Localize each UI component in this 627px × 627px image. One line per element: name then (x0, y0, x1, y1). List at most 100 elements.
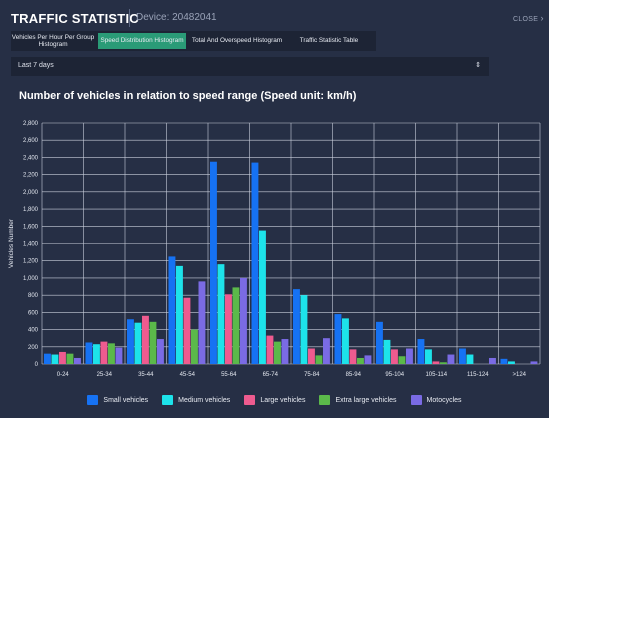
x-tick-label: >124 (512, 372, 526, 378)
bar[interactable] (59, 351, 66, 364)
close-button[interactable]: CLOSE › (513, 13, 544, 23)
legend-item[interactable]: Medium vehicles (162, 393, 230, 407)
bar[interactable] (417, 339, 425, 364)
bar[interactable] (51, 354, 59, 364)
tab-bar: Vehicles Per Hour Per Group Histogram Sp… (11, 31, 376, 51)
bar[interactable] (383, 339, 391, 364)
bar[interactable] (74, 357, 81, 364)
bar[interactable] (398, 356, 406, 364)
bar[interactable] (157, 339, 164, 364)
range-select-value: Last 7 days (18, 62, 54, 69)
y-tick-label: 1,800 (23, 207, 39, 213)
bar[interactable] (376, 321, 383, 364)
bar[interactable] (240, 277, 247, 364)
bar[interactable] (134, 322, 142, 364)
bar[interactable] (251, 162, 259, 364)
y-tick-label: 1,000 (23, 276, 39, 282)
device-label: Device: 20482041 (136, 12, 217, 23)
y-tick-label: 1,200 (23, 259, 39, 265)
bar[interactable] (334, 314, 342, 364)
bar[interactable] (259, 230, 266, 364)
bar[interactable] (459, 348, 466, 364)
bar[interactable] (100, 341, 108, 364)
bar[interactable] (176, 265, 183, 364)
tab-total-overspeed[interactable]: Total And Overspeed Histogram (191, 37, 283, 45)
y-tick-label: 2,600 (23, 138, 39, 144)
y-tick-label: 400 (28, 328, 39, 334)
tab-traffic-table[interactable]: Traffic Statistic Table (299, 37, 359, 45)
bar[interactable] (225, 294, 232, 364)
bar[interactable] (315, 355, 323, 364)
bar[interactable] (44, 353, 51, 364)
legend-label: Small vehicles (103, 396, 149, 404)
bar[interactable] (108, 343, 115, 364)
up-down-caret-icon: ⇕ (475, 62, 481, 69)
bar[interactable] (364, 355, 372, 364)
legend-swatch (244, 395, 256, 405)
bar[interactable] (168, 256, 176, 364)
bar[interactable] (266, 335, 274, 364)
bar[interactable] (425, 349, 432, 364)
bar[interactable] (85, 342, 93, 364)
bar[interactable] (210, 161, 217, 364)
bar[interactable] (217, 264, 225, 364)
bar[interactable] (274, 341, 281, 364)
bar[interactable] (93, 344, 100, 364)
bar[interactable] (489, 357, 496, 364)
y-tick-label: 2,000 (23, 190, 39, 196)
legend-item[interactable]: Motocycles (410, 393, 462, 407)
bar[interactable] (142, 315, 149, 364)
bar[interactable] (440, 362, 447, 364)
header-divider (129, 9, 130, 27)
x-tick-label: 115-124 (467, 372, 489, 378)
bar[interactable] (198, 281, 206, 364)
legend-label: Motocycles (426, 396, 462, 404)
y-tick-label: 1,600 (23, 224, 39, 230)
bar[interactable] (342, 318, 349, 364)
bar[interactable] (406, 348, 413, 364)
bar[interactable] (281, 339, 289, 364)
y-tick-label: 2,200 (23, 173, 39, 179)
y-tick-label: 2,400 (23, 155, 39, 161)
bar[interactable] (466, 354, 474, 364)
bar[interactable] (149, 321, 157, 364)
y-axis-label: Vehicles Number (8, 218, 15, 268)
bar[interactable] (66, 353, 74, 364)
page-title: TRAFFIC STATISTIC (11, 11, 139, 26)
x-tick-label: 105-114 (425, 372, 447, 378)
tab-speed-distribution[interactable]: Speed Distribution Histogram (98, 33, 186, 49)
bar[interactable] (447, 354, 455, 364)
legend-swatch (410, 395, 422, 405)
chart-legend: Small vehicles Medium vehicles Large vehic… (0, 393, 549, 407)
legend-swatch (87, 395, 99, 405)
bar[interactable] (432, 361, 440, 364)
bar[interactable] (115, 347, 123, 364)
bar[interactable] (308, 348, 315, 364)
legend-item[interactable]: Small vehicles (87, 393, 148, 407)
bar[interactable] (508, 361, 515, 364)
x-tick-label: 55-64 (221, 372, 237, 378)
legend-swatch (319, 395, 331, 405)
legend-item[interactable]: Extra large vehicles (319, 393, 397, 407)
bar[interactable] (191, 329, 198, 364)
bar[interactable] (323, 338, 330, 364)
bar[interactable] (530, 361, 538, 364)
y-tick-label: 0 (35, 362, 39, 368)
tab-vehicles-per-hour[interactable]: Vehicles Per Hour Per Group Histogram (11, 33, 95, 49)
bar[interactable] (500, 358, 508, 364)
range-select[interactable]: Last 7 days ⇕ (11, 57, 489, 76)
bar[interactable] (349, 349, 357, 364)
bar[interactable] (300, 295, 308, 364)
bar[interactable] (357, 357, 364, 364)
bar[interactable] (293, 289, 300, 364)
x-tick-label: 35-44 (138, 372, 154, 378)
bar[interactable] (127, 319, 134, 364)
y-tick-label: 800 (28, 293, 39, 299)
legend-item[interactable]: Large vehicles (244, 393, 305, 407)
chevron-right-icon: › (540, 13, 544, 23)
bar[interactable] (232, 287, 240, 364)
bar[interactable] (391, 349, 398, 364)
x-tick-label: 25-34 (97, 372, 113, 378)
x-tick-label: 0-24 (57, 372, 70, 378)
bar[interactable] (183, 297, 191, 364)
